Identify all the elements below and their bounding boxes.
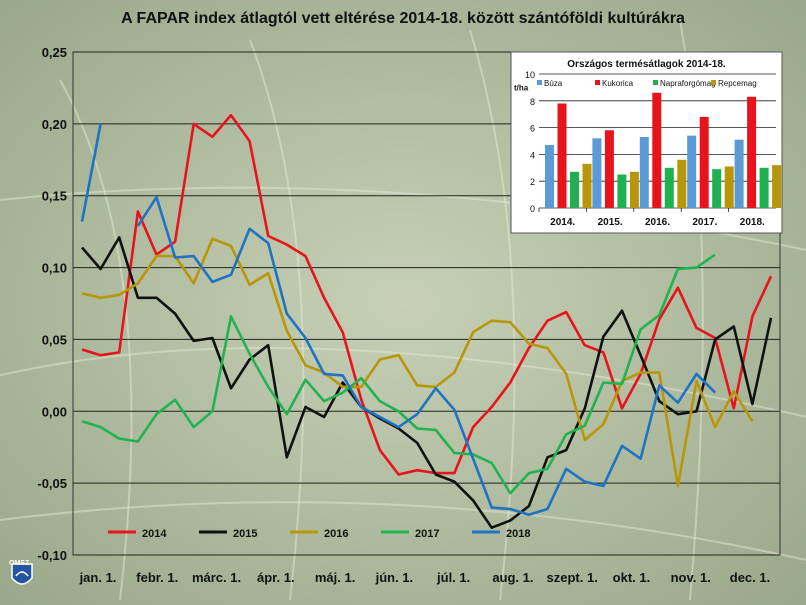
inset-bar-3 [677, 159, 687, 208]
y-tick-label: 0,25 [42, 45, 67, 60]
legend-label-2018: 2018 [506, 528, 530, 540]
inset-bar-2 [712, 169, 722, 208]
inset-x-label: 2015. [598, 217, 623, 228]
inset-y-tick: 4 [530, 150, 535, 160]
inset-bar-0 [639, 136, 649, 208]
inset-bar-1 [604, 130, 614, 208]
inset-legend-swatch [653, 80, 658, 85]
inset-bar-2 [617, 174, 627, 208]
inset-y-tick: 10 [525, 70, 535, 80]
inset-bar-3 [582, 163, 592, 208]
inset-bar-1 [652, 92, 662, 208]
inset-y-tick: 8 [530, 97, 535, 107]
inset-x-label: 2014. [550, 217, 575, 228]
inset-bar-1 [699, 116, 709, 208]
x-tick-label: szept. 1. [547, 570, 598, 585]
omsz-logo [11, 563, 33, 585]
inset-y-tick: 0 [530, 204, 535, 214]
x-tick-label: aug. 1. [492, 570, 533, 585]
x-tick-label: máj. 1. [315, 570, 355, 585]
x-tick-label: jan. 1. [79, 570, 117, 585]
y-tick-label: 0,10 [42, 261, 67, 276]
y-tick-label: -0,10 [37, 548, 67, 563]
y-tick-label: -0,05 [37, 476, 67, 491]
series-line-2016 [81, 237, 754, 488]
inset-bar-0 [734, 139, 744, 208]
inset-legend-label: Repcemag [718, 79, 757, 88]
x-tick-label: okt. 1. [613, 570, 651, 585]
inset-legend-swatch [595, 80, 600, 85]
inset-bar-2 [570, 171, 579, 208]
series-line-2014 [81, 113, 773, 476]
y-tick-label: 0,15 [42, 189, 67, 204]
inset-legend-label: Búza [544, 79, 563, 88]
y-tick-label: 0,05 [42, 332, 67, 347]
inset-bar-1 [557, 103, 567, 208]
inset-title: Országos termésátlagok 2014-18. [567, 59, 726, 70]
chart-title: A FAPAR index átlagtól vett eltérése 201… [121, 10, 685, 27]
legend-label-2017: 2017 [415, 528, 439, 540]
inset-legend-swatch [537, 80, 542, 85]
inset-y-tick: 2 [530, 177, 535, 187]
series-line-2015 [81, 236, 773, 530]
inset-bar-1 [747, 96, 757, 208]
inset-legend-label: Kukorica [602, 79, 634, 88]
inset-x-label: 2017. [692, 217, 717, 228]
inset-bar-2 [664, 167, 674, 208]
series-line-2018 [136, 195, 717, 517]
x-tick-label: nov. 1. [671, 570, 711, 585]
x-tick-label: ápr. 1. [257, 570, 295, 585]
x-tick-label: dec. 1. [730, 570, 770, 585]
inset-bar-0 [545, 145, 554, 208]
inset-legend-label: Napraforgómag [660, 79, 716, 88]
series-line-2017 [81, 253, 716, 495]
legend-label-2015: 2015 [233, 528, 257, 540]
inset-bar-2 [759, 167, 769, 208]
logo-text: OMSZ [9, 560, 30, 567]
inset-bar-3 [629, 171, 639, 208]
y-tick-label: 0,20 [42, 117, 67, 132]
legend-label-2016: 2016 [324, 528, 348, 540]
x-tick-label: márc. 1. [192, 570, 241, 585]
x-tick-label: júl. 1. [436, 570, 470, 585]
inset-y-label: t/ha [514, 83, 529, 92]
inset-bar-0 [592, 138, 602, 208]
inset-y-tick: 6 [530, 124, 535, 134]
legend-label-2014: 2014 [142, 528, 167, 540]
inset-bar-3 [724, 166, 734, 208]
y-tick-label: 0,00 [42, 404, 67, 419]
inset-x-label: 2018. [740, 217, 765, 228]
inset-bar-3 [772, 165, 782, 208]
inset-legend-swatch [711, 80, 716, 85]
series-line-2018 [80, 123, 102, 222]
x-tick-label: jún. 1. [375, 570, 414, 585]
inset-bar-0 [687, 135, 697, 208]
x-tick-label: febr. 1. [136, 570, 178, 585]
inset-x-label: 2016. [645, 217, 670, 228]
